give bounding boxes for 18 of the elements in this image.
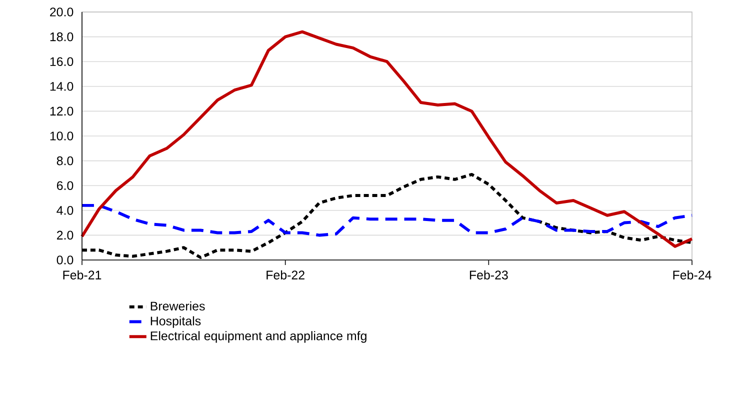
legend-label: Electrical equipment and appliance mfg [150, 331, 366, 343]
legend-label: Hospitals [150, 316, 201, 328]
x-tick-label: Feb-23 [470, 270, 508, 280]
y-tick-label: 18.0 [50, 32, 74, 42]
y-tick-label: 20.0 [50, 8, 74, 16]
y-tick-label: 8.0 [56, 156, 74, 166]
y-tick-label: 4.0 [56, 206, 74, 215]
x-tick-label: Feb-21 [63, 270, 102, 280]
x-tick-label: Feb-24 [673, 270, 712, 280]
x-tick-label: Feb-22 [266, 270, 304, 280]
y-tick-label: 2.0 [56, 230, 74, 240]
y-tick-label: 10.0 [50, 132, 74, 140]
y-tick-label: 6.0 [56, 181, 74, 190]
y-tick-label: 12.0 [50, 106, 74, 116]
y-tick-label: 14.0 [50, 82, 74, 91]
legend-label: Breweries [150, 301, 205, 311]
y-tick-label: 0.0 [56, 256, 74, 264]
y-tick-label: 16.0 [50, 57, 74, 66]
